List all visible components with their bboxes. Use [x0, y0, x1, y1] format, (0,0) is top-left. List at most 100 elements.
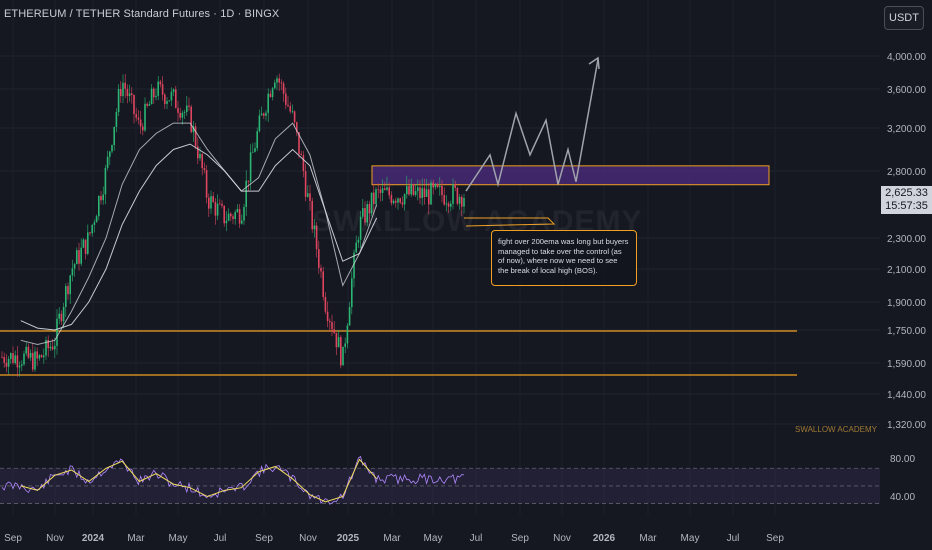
time-tick-label: Sep — [511, 533, 529, 544]
candle-body — [208, 197, 210, 209]
candle-body — [397, 198, 399, 203]
candle-body — [109, 151, 111, 157]
candle-body — [73, 264, 76, 269]
candle-body — [379, 189, 382, 193]
candle-body — [91, 224, 93, 234]
time-tick-label: Nov — [46, 533, 64, 544]
candle-body — [300, 153, 302, 156]
candle-body — [461, 196, 463, 207]
candle-body — [370, 192, 373, 214]
callout-pointer — [464, 217, 556, 227]
candle-body — [364, 208, 366, 223]
candle-body — [58, 313, 60, 319]
candle-body — [243, 206, 245, 221]
candle-body — [392, 200, 395, 204]
candle-body — [395, 200, 397, 203]
price-tick-label: 2,100.00 — [887, 265, 926, 276]
time-tick-label: Mar — [127, 533, 145, 544]
candle-body — [166, 101, 168, 104]
candle-body — [375, 189, 377, 205]
candle-body — [54, 345, 56, 350]
candle-body — [428, 189, 430, 205]
currency-button[interactable]: USDT — [884, 6, 924, 30]
candle-body — [249, 152, 252, 182]
candle-body — [56, 318, 58, 346]
candle-body — [155, 95, 157, 98]
candle-body — [381, 188, 384, 193]
candle-body — [115, 112, 118, 127]
candle-body — [346, 325, 349, 344]
candle-body — [359, 216, 362, 240]
candle-body — [458, 196, 461, 204]
time-tick-label: 2024 — [82, 533, 105, 544]
candle-body — [113, 126, 115, 146]
candle-body — [362, 208, 364, 217]
candle-body — [159, 81, 162, 85]
candle-body — [201, 153, 203, 169]
symbol-title[interactable]: ETHEREUM / TETHER Standard Futures · 1D … — [4, 8, 280, 20]
candle-body — [357, 239, 360, 243]
price-tick-label: 1,900.00 — [887, 298, 926, 309]
candle-body — [40, 355, 43, 358]
rsi-panel — [0, 455, 880, 505]
candle-body — [340, 337, 342, 366]
candle-body — [120, 88, 122, 97]
candle-body — [43, 355, 45, 358]
candle-body — [1, 356, 3, 358]
candle-body — [197, 146, 199, 159]
candle-body — [117, 88, 120, 113]
candle-body — [287, 104, 289, 107]
candle-body — [417, 187, 419, 192]
candle-body — [353, 252, 355, 279]
candle-body — [45, 339, 47, 356]
candle-body — [175, 89, 177, 109]
time-tick-label: Jul — [470, 533, 483, 544]
candle-body — [267, 93, 269, 113]
candle-body — [199, 153, 201, 159]
candle-body — [179, 112, 181, 118]
candle-body — [14, 355, 16, 364]
candle-body — [454, 184, 456, 188]
candle-body — [434, 184, 437, 188]
time-axis[interactable]: Sep Nov 2024 Mar May Jul Sep Nov 2025 Mar May Jul Se… — [4, 533, 784, 544]
candle-body — [423, 188, 426, 197]
candle-body — [144, 103, 146, 131]
candle-body — [186, 105, 188, 112]
candle-body — [126, 88, 129, 97]
candle-body — [412, 184, 415, 195]
candles-layer — [1, 73, 465, 377]
candle-body — [355, 242, 357, 253]
price-tick-label: 4,000.00 — [887, 52, 926, 63]
candle-body — [32, 352, 34, 370]
projection-layer — [465, 56, 600, 192]
candle-body — [436, 184, 439, 188]
candle-body — [137, 117, 140, 120]
candle-body — [377, 189, 379, 191]
candle-body — [34, 351, 36, 370]
time-tick-label: Sep — [4, 533, 22, 544]
time-tick-label: Jul — [214, 533, 227, 544]
candle-body — [47, 339, 49, 349]
candle-body — [331, 322, 333, 330]
candle-body — [219, 203, 221, 205]
candle-body — [254, 148, 256, 152]
candle-body — [414, 191, 417, 195]
candle-body — [230, 213, 232, 217]
candle-body — [188, 105, 190, 107]
price-axis[interactable]: 4,000.00 3,600.00 3,200.00 2,800.00 2,300.00… — [887, 52, 926, 503]
ema-line — [20, 143, 378, 331]
price-tick-label: 3,600.00 — [887, 85, 926, 96]
time-tick-label: 2025 — [337, 533, 360, 544]
candle-body — [335, 332, 338, 348]
candle-body — [441, 185, 443, 196]
candle-body — [278, 78, 280, 83]
price-tick-label: 1,320.00 — [887, 420, 926, 431]
candle-body — [386, 187, 388, 190]
annotation-callout[interactable]: fight over 200ema was long but buyers ma… — [491, 230, 637, 286]
candle-body — [214, 201, 217, 216]
candle-body — [62, 307, 65, 322]
candle-body — [100, 195, 102, 201]
candle-body — [157, 81, 159, 96]
candle-body — [16, 355, 19, 368]
